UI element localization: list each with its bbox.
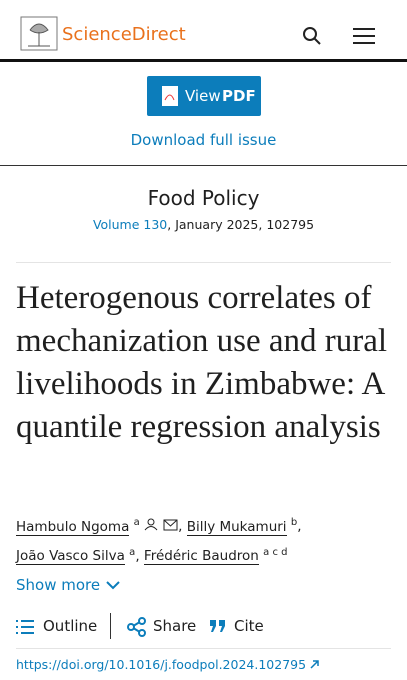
menu-icon[interactable]: [353, 27, 375, 45]
affiliation: a c d: [263, 546, 288, 558]
logo-text[interactable]: ScienceDirect: [62, 24, 186, 45]
issue-details: , January 2025, 102795: [167, 217, 315, 232]
author[interactable]: João Vasco Silva: [16, 548, 125, 565]
author[interactable]: Billy Mukamuri: [186, 518, 287, 536]
journal-name[interactable]: Food Policy: [147, 186, 260, 210]
view-label: View: [185, 87, 221, 105]
share-icon: [127, 617, 146, 637]
download-link[interactable]: Download full issue: [130, 131, 277, 149]
toolbar-divider: [110, 613, 111, 639]
chevron: [106, 581, 120, 590]
show-more-label: Show more: [16, 576, 101, 594]
cite-icon: [210, 620, 225, 632]
affiliation: a: [133, 517, 140, 528]
authors: Hambulo Ngoma a , Billy Mukamuri b, João…: [16, 510, 396, 569]
show-more[interactable]: Show more: [16, 576, 121, 594]
cite-button[interactable]: Cite: [234, 617, 264, 635]
external-icon: [310, 660, 319, 669]
affiliation: a: [129, 546, 136, 558]
divider: [0, 165, 407, 166]
separator: ,: [135, 548, 140, 564]
pdf-label: PDF: [222, 87, 256, 105]
logo-tree: [20, 16, 58, 51]
outline-button[interactable]: Outline: [43, 617, 98, 635]
separator: ,: [297, 518, 302, 535]
search-icon[interactable]: [302, 26, 322, 46]
doi[interactable]: https://doi.org/10.1016/j.foodpol.2024.1…: [16, 657, 319, 672]
divider: [16, 262, 391, 263]
author[interactable]: Hambulo Ngoma: [16, 518, 130, 536]
header: ScienceDirect: [0, 0, 407, 60]
pdf-icon: [162, 86, 178, 106]
outline-icon: [16, 620, 34, 634]
journal-info: Volume 130, January 2025, 102795: [0, 217, 407, 232]
header-rule: [0, 59, 407, 62]
divider: [16, 648, 391, 649]
author-icons[interactable]: [144, 518, 178, 531]
separator: ,: [178, 518, 183, 535]
affiliation: b: [290, 517, 298, 528]
volume-link[interactable]: Volume 130: [92, 217, 168, 232]
share-button[interactable]: Share: [153, 617, 197, 635]
doi-link[interactable]: https://doi.org/10.1016/j.foodpol.2024.1…: [16, 657, 307, 672]
article-title: Heterogenous correlates of mechanization…: [16, 280, 388, 445]
author[interactable]: Frédéric Baudron: [143, 548, 259, 565]
toolbar: Outline Share Cite: [16, 613, 396, 639]
view-pdf-button[interactable]: View PDF: [147, 76, 261, 116]
